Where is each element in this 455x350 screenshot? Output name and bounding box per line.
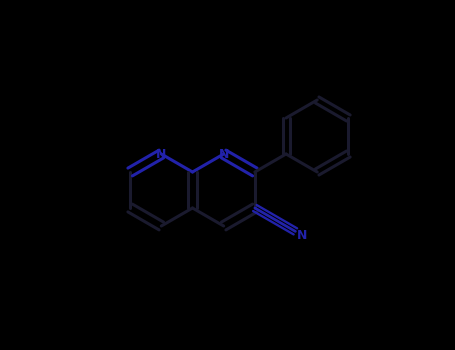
Text: N: N [156, 147, 167, 161]
Text: N: N [297, 229, 307, 241]
Text: N: N [218, 147, 229, 161]
